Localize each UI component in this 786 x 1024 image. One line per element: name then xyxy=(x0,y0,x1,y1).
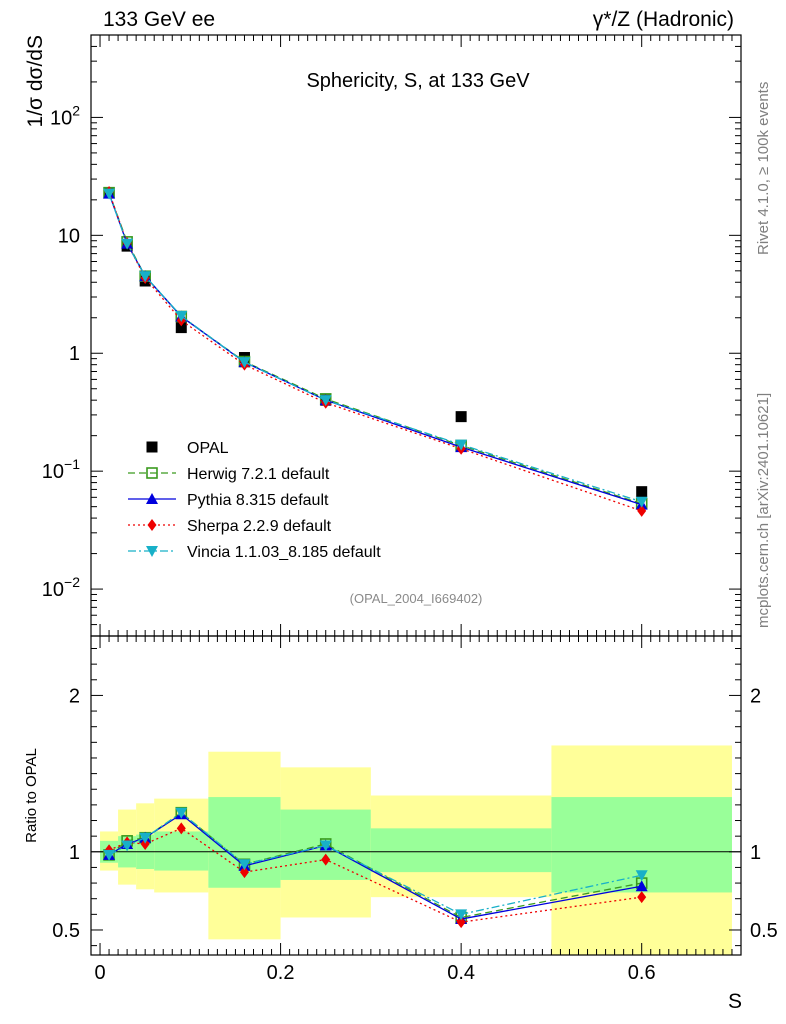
ratio-y-tick-label-right: 0.5 xyxy=(750,920,778,942)
ratio-point-pythia xyxy=(635,880,648,892)
main-y-tick-label: 10 xyxy=(58,225,80,247)
main-point-sherpa xyxy=(637,504,647,517)
axis-ticks xyxy=(91,34,741,955)
main-y-tick-label: 1 xyxy=(69,343,80,365)
main-point-vincia xyxy=(175,310,188,322)
legend-label: Vincia 1.1.03_8.185 default xyxy=(187,544,381,561)
legend-marker xyxy=(146,493,158,504)
main-point-vincia xyxy=(635,496,648,508)
ratio-point-vincia xyxy=(103,849,116,861)
main-y-tick-label: 10−2 xyxy=(42,574,80,601)
main-series-sherpa xyxy=(104,186,647,517)
ratio-y-tick-label-left: 2 xyxy=(69,685,80,707)
main-panel-series xyxy=(103,186,648,517)
analysis-watermark: (OPAL_2004_I669402) xyxy=(350,591,483,606)
ratio-point-sherpa xyxy=(456,916,466,929)
ratio-y-tick-label-right: 2 xyxy=(750,685,761,707)
main-y-tick-exponent: −1 xyxy=(64,456,80,472)
main-y-axis-label: 1/σ dσ/dS xyxy=(24,35,47,127)
ratio-point-sherpa xyxy=(239,866,249,879)
ratio-y-axis-label: Ratio to OPAL xyxy=(23,748,40,843)
ratio-point-vincia xyxy=(121,840,134,852)
main-point-vincia xyxy=(455,439,468,451)
x-tick-label: 0.6 xyxy=(628,962,656,984)
legend-label: OPAL xyxy=(187,440,229,457)
x-tick-label: 0 xyxy=(94,962,105,984)
main-point-vincia xyxy=(103,188,116,200)
main-point-vincia xyxy=(238,357,251,369)
main-line-sherpa xyxy=(108,191,642,512)
legend-entry-pythia: Pythia 8.315 default xyxy=(128,492,329,509)
header-process-label: 133 GeV ee xyxy=(103,8,216,31)
legend: OPAL Herwig 7.2.1 default Pythia 8.315 def… xyxy=(128,440,381,561)
legend-entry-sherpa: Sherpa 2.2.9 default xyxy=(128,518,332,535)
ratio-y-tick-label-left: 1 xyxy=(69,842,80,864)
ratio-series-vincia xyxy=(103,807,648,921)
ratio-point-sherpa xyxy=(176,822,186,835)
main-y-tick-label: 102 xyxy=(50,102,80,129)
axis-labels: 10−2 10−1 1 10 102 0.5 0.5 1 1 2 2 0 0.2 0.4 0.6 S Spher… xyxy=(23,35,778,1013)
legend-entry-vincia: Vincia 1.1.03_8.185 default xyxy=(128,544,381,561)
main-point-vincia xyxy=(319,395,332,407)
legend-label: Sherpa 2.2.9 default xyxy=(187,518,332,535)
main-line-herwig xyxy=(108,192,642,505)
main-point-data xyxy=(455,411,467,423)
header-channel-label: γ*/Z (Hadronic) xyxy=(592,8,734,31)
ratio-point-vincia xyxy=(139,832,152,844)
ratio-band-inner xyxy=(370,828,552,873)
main-point-vincia xyxy=(121,238,134,250)
ratio-point-vincia xyxy=(238,859,251,871)
x-tick-label: 0.2 xyxy=(267,962,295,984)
legend-entry-data: OPAL xyxy=(146,440,229,457)
ratio-uncertainty-bands xyxy=(100,745,732,955)
main-series-vincia xyxy=(103,188,648,508)
main-y-tick-exponent: 2 xyxy=(72,102,80,118)
main-series-data xyxy=(103,187,648,498)
main-point-data xyxy=(175,322,187,334)
main-y-tick-exponent: −2 xyxy=(64,574,80,590)
main-series-pythia xyxy=(103,187,648,510)
x-axis-label: S xyxy=(728,990,742,1013)
ratio-point-vincia xyxy=(455,909,468,921)
legend-marker xyxy=(146,441,158,453)
ratio-point-sherpa xyxy=(321,853,331,866)
x-tick-label: 0.4 xyxy=(447,962,475,984)
legend-label: Herwig 7.2.1 default xyxy=(187,466,330,483)
ratio-point-sherpa xyxy=(637,891,647,904)
legend-marker xyxy=(146,467,158,479)
plot-title: Sphericity, S, at 133 GeV xyxy=(306,70,530,92)
ratio-band-inner xyxy=(154,831,209,871)
ratio-point-vincia xyxy=(175,807,188,819)
ratio-panel-series xyxy=(103,806,648,929)
legend-label: Pythia 8.315 default xyxy=(187,492,329,509)
legend-marker xyxy=(147,519,157,531)
main-series-herwig xyxy=(103,186,648,510)
ratio-y-tick-label-left: 0.5 xyxy=(52,920,80,942)
legend-entry-herwig: Herwig 7.2.1 default xyxy=(128,466,330,483)
ratio-point-sherpa xyxy=(140,837,150,850)
ratio-line-sherpa xyxy=(108,827,642,923)
main-line-pythia xyxy=(108,193,642,506)
ratio-point-vincia xyxy=(319,840,332,852)
main-line-vincia xyxy=(108,193,642,503)
main-y-tick-label: 10−1 xyxy=(42,456,80,483)
legend-marker xyxy=(146,546,158,557)
ratio-y-tick-label-right: 1 xyxy=(750,842,761,864)
main-point-data xyxy=(636,486,648,498)
ratio-point-vincia xyxy=(635,870,648,882)
main-point-vincia xyxy=(139,271,152,283)
